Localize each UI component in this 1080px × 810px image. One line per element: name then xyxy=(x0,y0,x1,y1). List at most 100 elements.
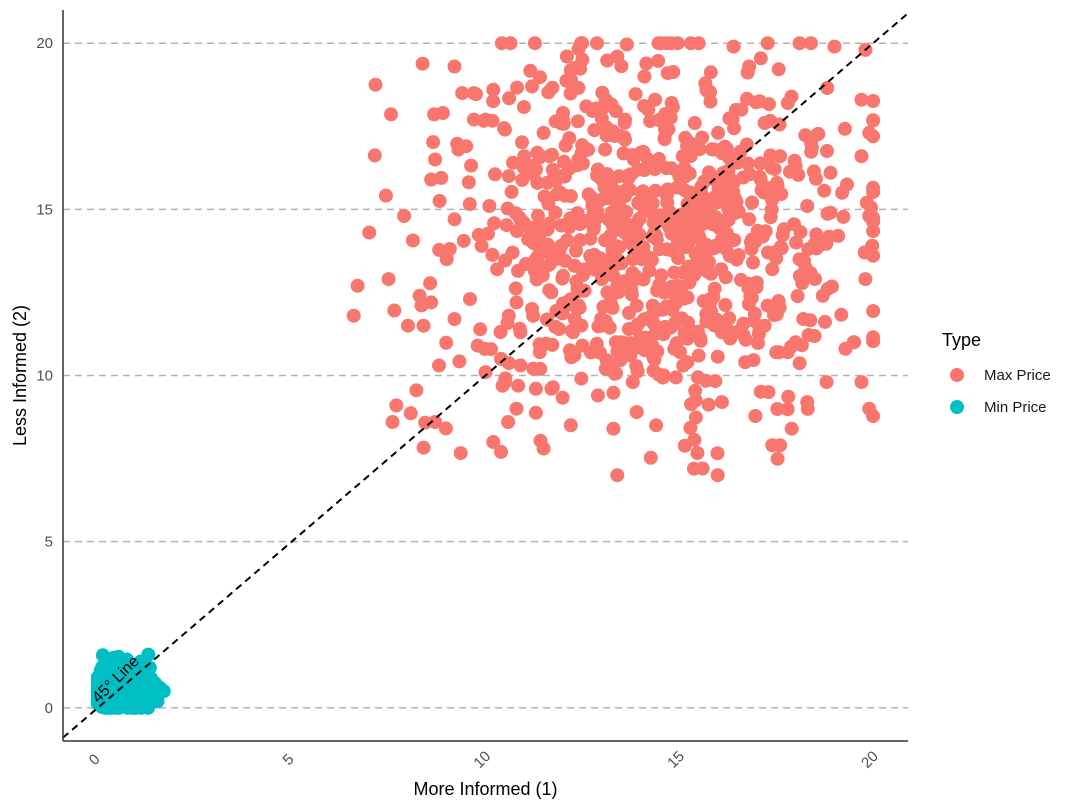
y-tick-label: 10 xyxy=(36,368,53,385)
max-price-point xyxy=(714,395,729,410)
max-price-point xyxy=(691,36,706,51)
max-price-point xyxy=(772,117,787,132)
max-price-point xyxy=(414,298,429,313)
max-price-point xyxy=(571,41,586,56)
max-price-point xyxy=(590,204,605,219)
max-price-point xyxy=(718,298,733,312)
max-price-point xyxy=(765,192,779,207)
max-price-point xyxy=(623,182,637,197)
max-price-point xyxy=(700,198,715,213)
max-price-point xyxy=(545,147,559,162)
max-price-point xyxy=(590,388,605,403)
max-price-point xyxy=(698,76,713,91)
max-price-point xyxy=(726,39,741,54)
max-price-point xyxy=(416,318,431,333)
max-price-point xyxy=(508,281,523,296)
max-price-point xyxy=(760,36,775,51)
max-price-point xyxy=(866,304,881,318)
max-price-point xyxy=(854,375,869,390)
max-price-point xyxy=(631,212,646,227)
axes xyxy=(62,10,908,742)
max-price-point xyxy=(389,398,404,413)
max-price-point xyxy=(562,131,577,146)
max-price-point xyxy=(499,218,514,233)
max-price-point xyxy=(807,329,822,343)
max-price-point xyxy=(714,262,729,277)
max-price-point xyxy=(528,265,543,280)
max-price-point xyxy=(614,59,629,74)
max-price-point xyxy=(555,271,570,286)
max-price-point xyxy=(542,216,557,231)
max-price-point xyxy=(378,188,393,203)
max-price-point xyxy=(463,292,477,307)
max-price-point xyxy=(787,217,801,232)
max-price-point xyxy=(517,149,532,164)
max-price-point xyxy=(570,114,585,129)
max-price-point xyxy=(510,80,524,95)
max-price-point xyxy=(629,359,644,373)
max-price-point xyxy=(687,116,702,130)
max-price-point xyxy=(403,406,418,421)
max-price-point xyxy=(548,319,563,334)
max-price-point xyxy=(655,302,670,317)
max-price-point xyxy=(617,225,632,240)
max-price-point xyxy=(646,316,661,331)
y-tick-label: 20 xyxy=(36,35,53,52)
max-price-point xyxy=(608,335,623,350)
max-price-point xyxy=(745,195,759,210)
max-price-point xyxy=(533,361,548,376)
max-price-point xyxy=(409,383,424,398)
max-price-point xyxy=(649,418,664,433)
x-axis-title: More Informed (1) xyxy=(413,779,557,799)
max-price-point xyxy=(381,272,396,287)
max-price-point xyxy=(837,121,852,136)
max-price-point xyxy=(428,152,443,167)
max-price-point xyxy=(545,380,560,395)
max-price-point xyxy=(754,183,769,198)
max-price-point xyxy=(556,114,571,128)
max-price-point xyxy=(718,139,732,154)
max-price-point xyxy=(803,313,818,328)
max-price-point xyxy=(667,265,682,280)
max-price-point xyxy=(574,318,589,333)
max-price-point xyxy=(857,245,872,260)
max-price-point xyxy=(704,142,719,157)
max-price-point xyxy=(530,145,545,160)
max-price-point xyxy=(512,210,527,225)
legend-label-min-price: Min Price xyxy=(984,399,1047,416)
min-price-point xyxy=(121,695,136,710)
max-price-point xyxy=(691,227,706,242)
max-price-point xyxy=(486,94,501,109)
max-price-point xyxy=(533,433,548,448)
max-price-point xyxy=(858,272,873,287)
max-price-point xyxy=(827,39,842,54)
max-price-point xyxy=(501,356,516,371)
max-price-point xyxy=(509,401,524,416)
max-price-point xyxy=(637,99,652,113)
max-price-point xyxy=(485,247,500,262)
max-price-point xyxy=(462,197,477,212)
max-price-point xyxy=(669,336,684,351)
max-price-point xyxy=(781,389,796,404)
max-price-point xyxy=(606,249,621,264)
max-price-point xyxy=(575,156,590,171)
max-price-point xyxy=(690,324,705,339)
max-price-point xyxy=(432,194,447,208)
max-price-point xyxy=(587,123,602,138)
max-price-point xyxy=(798,128,813,143)
max-price-point xyxy=(450,136,465,151)
max-price-point xyxy=(522,221,537,236)
max-price-point xyxy=(515,135,529,150)
max-price-point xyxy=(708,210,723,225)
max-price-point xyxy=(637,163,652,177)
max-price-point xyxy=(481,226,495,241)
series-min-price xyxy=(90,647,171,715)
max-price-point xyxy=(485,113,500,128)
max-price-point xyxy=(710,446,725,461)
max-price-point xyxy=(763,148,778,163)
max-price-point xyxy=(819,375,834,390)
max-price-point xyxy=(571,80,586,95)
legend-key-max-price xyxy=(950,368,964,382)
max-price-point xyxy=(617,274,632,289)
max-price-point xyxy=(651,367,666,382)
